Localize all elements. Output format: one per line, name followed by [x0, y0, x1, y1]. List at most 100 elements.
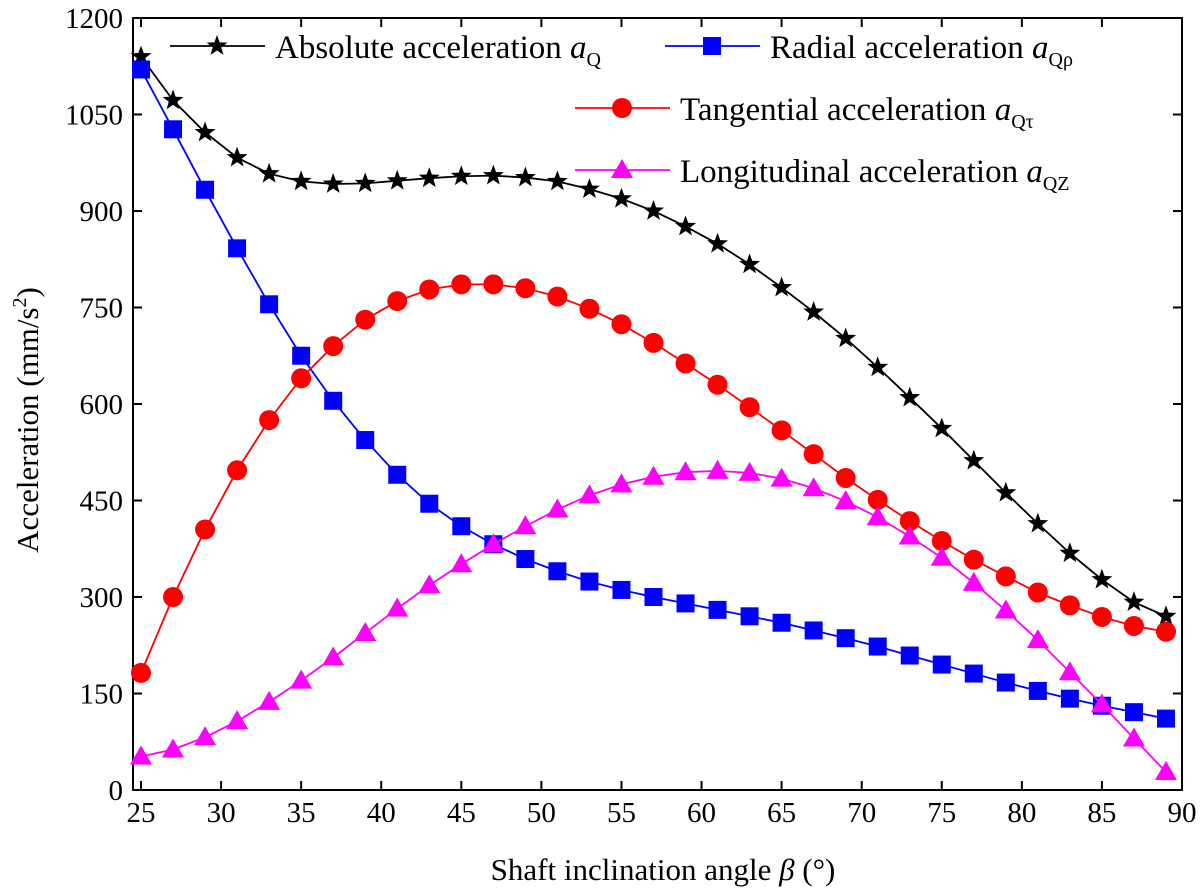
point-star-27 [162, 89, 184, 110]
point-circle-75 [931, 531, 952, 552]
point-square-57 [644, 588, 663, 606]
point-circle-35 [291, 368, 312, 389]
point-star-83 [1059, 542, 1081, 563]
point-triangle-39 [354, 622, 377, 642]
point-star-61 [707, 232, 729, 253]
point-circle-69 [835, 467, 856, 488]
point-triangle-89 [1154, 760, 1177, 780]
point-circle-25 [131, 662, 152, 683]
legend-item-triangle: Longitudinal acceleration aQZ [575, 154, 1070, 195]
point-star-49 [514, 166, 536, 187]
point-triangle-69 [834, 490, 857, 510]
point-circle-55 [611, 314, 632, 335]
point-triangle-45 [450, 553, 473, 573]
x-tick-label-70: 70 [847, 797, 876, 829]
point-triangle-57 [642, 465, 665, 485]
point-circle-47 [483, 274, 504, 295]
point-triangle-79 [994, 599, 1017, 619]
x-tick-label-30: 30 [207, 797, 236, 829]
y-tick-label-0: 0 [109, 775, 124, 807]
point-square-79 [996, 673, 1015, 692]
point-square-69 [836, 629, 855, 648]
point-triangle-43 [418, 574, 441, 594]
point-triangle-75 [930, 546, 953, 566]
point-square-77 [964, 664, 983, 683]
legend-name: Tangential acceleration [680, 92, 995, 128]
point-star-43 [418, 167, 440, 188]
legend-symbol: a [995, 92, 1012, 128]
point-circle-53 [579, 298, 600, 319]
legend-label-square: Radial acceleration aQρ [770, 30, 1073, 71]
point-star-25 [130, 45, 152, 66]
point-square-75 [932, 655, 951, 674]
point-triangle-81 [1026, 629, 1049, 649]
point-triangle-25 [130, 745, 153, 765]
point-star-57 [643, 200, 664, 220]
point-circle-57 [643, 332, 664, 353]
point-star-65 [771, 276, 793, 297]
x-axis-title-unit: (°) [802, 852, 835, 887]
legend-symbol: a [570, 30, 587, 66]
point-star-47 [482, 164, 504, 185]
series-star [130, 45, 1177, 626]
point-square-43 [420, 494, 439, 513]
point-square-61 [708, 600, 727, 619]
y-axis-title-sup: 2 [9, 298, 31, 308]
point-star-59 [675, 215, 696, 236]
legend-marker-star [206, 35, 228, 55]
point-square-83 [1060, 689, 1079, 708]
point-triangle-61 [706, 459, 729, 479]
point-triangle-85 [1090, 693, 1113, 713]
point-triangle-55 [610, 473, 633, 493]
legend-symbol: a [1026, 154, 1043, 190]
series-triangle [130, 459, 1177, 780]
point-triangle-87 [1122, 727, 1145, 747]
y-tick-label-1050: 1050 [65, 100, 123, 132]
point-circle-63 [739, 397, 760, 418]
x-tick-label-60: 60 [687, 797, 716, 829]
legend-subscript: Qτ [1011, 111, 1033, 133]
point-triangle-33 [258, 690, 281, 710]
point-square-41 [388, 465, 407, 484]
legend-marker-triangle [611, 159, 633, 178]
point-star-69 [835, 327, 857, 348]
point-circle-87 [1123, 615, 1144, 636]
point-triangle-65 [770, 467, 793, 487]
point-star-29 [194, 121, 216, 142]
point-star-39 [354, 172, 376, 193]
point-triangle-41 [386, 597, 409, 617]
series-circle [131, 274, 1176, 683]
point-star-71 [867, 356, 889, 377]
x-tick-label-80: 80 [1007, 797, 1036, 829]
point-star-37 [322, 172, 344, 193]
point-circle-81 [1027, 582, 1048, 603]
x-axis-title: Shaft inclination angle β (°) [491, 852, 836, 887]
point-square-53 [580, 572, 599, 591]
legend-item-square: Radial acceleration aQρ [665, 30, 1073, 71]
point-square-81 [1028, 681, 1047, 700]
series-line-triangle [140, 470, 1167, 773]
point-square-37 [324, 391, 343, 410]
point-circle-79 [995, 566, 1016, 587]
legend-marker-circle [612, 98, 632, 118]
point-circle-43 [419, 279, 440, 300]
x-tick-label-85: 85 [1087, 797, 1116, 829]
point-circle-65 [771, 420, 792, 441]
point-star-67 [803, 301, 825, 321]
point-circle-83 [1059, 595, 1080, 616]
point-star-81 [1027, 512, 1049, 533]
x-tick-label-25: 25 [127, 797, 156, 829]
x-tick-label-40: 40 [367, 797, 396, 829]
point-star-77 [963, 449, 985, 470]
point-star-35 [290, 170, 312, 191]
x-tick-label-75: 75 [927, 797, 956, 829]
point-square-35 [292, 346, 311, 365]
point-star-79 [995, 481, 1017, 502]
plot-frame [132, 17, 1183, 791]
legend-label-triangle: Longitudinal acceleration aQZ [680, 154, 1070, 195]
legend-symbol: a [1032, 30, 1049, 66]
point-square-49 [516, 550, 535, 569]
point-square-87 [1124, 703, 1143, 722]
point-square-39 [356, 431, 375, 450]
point-triangle-31 [226, 710, 249, 730]
